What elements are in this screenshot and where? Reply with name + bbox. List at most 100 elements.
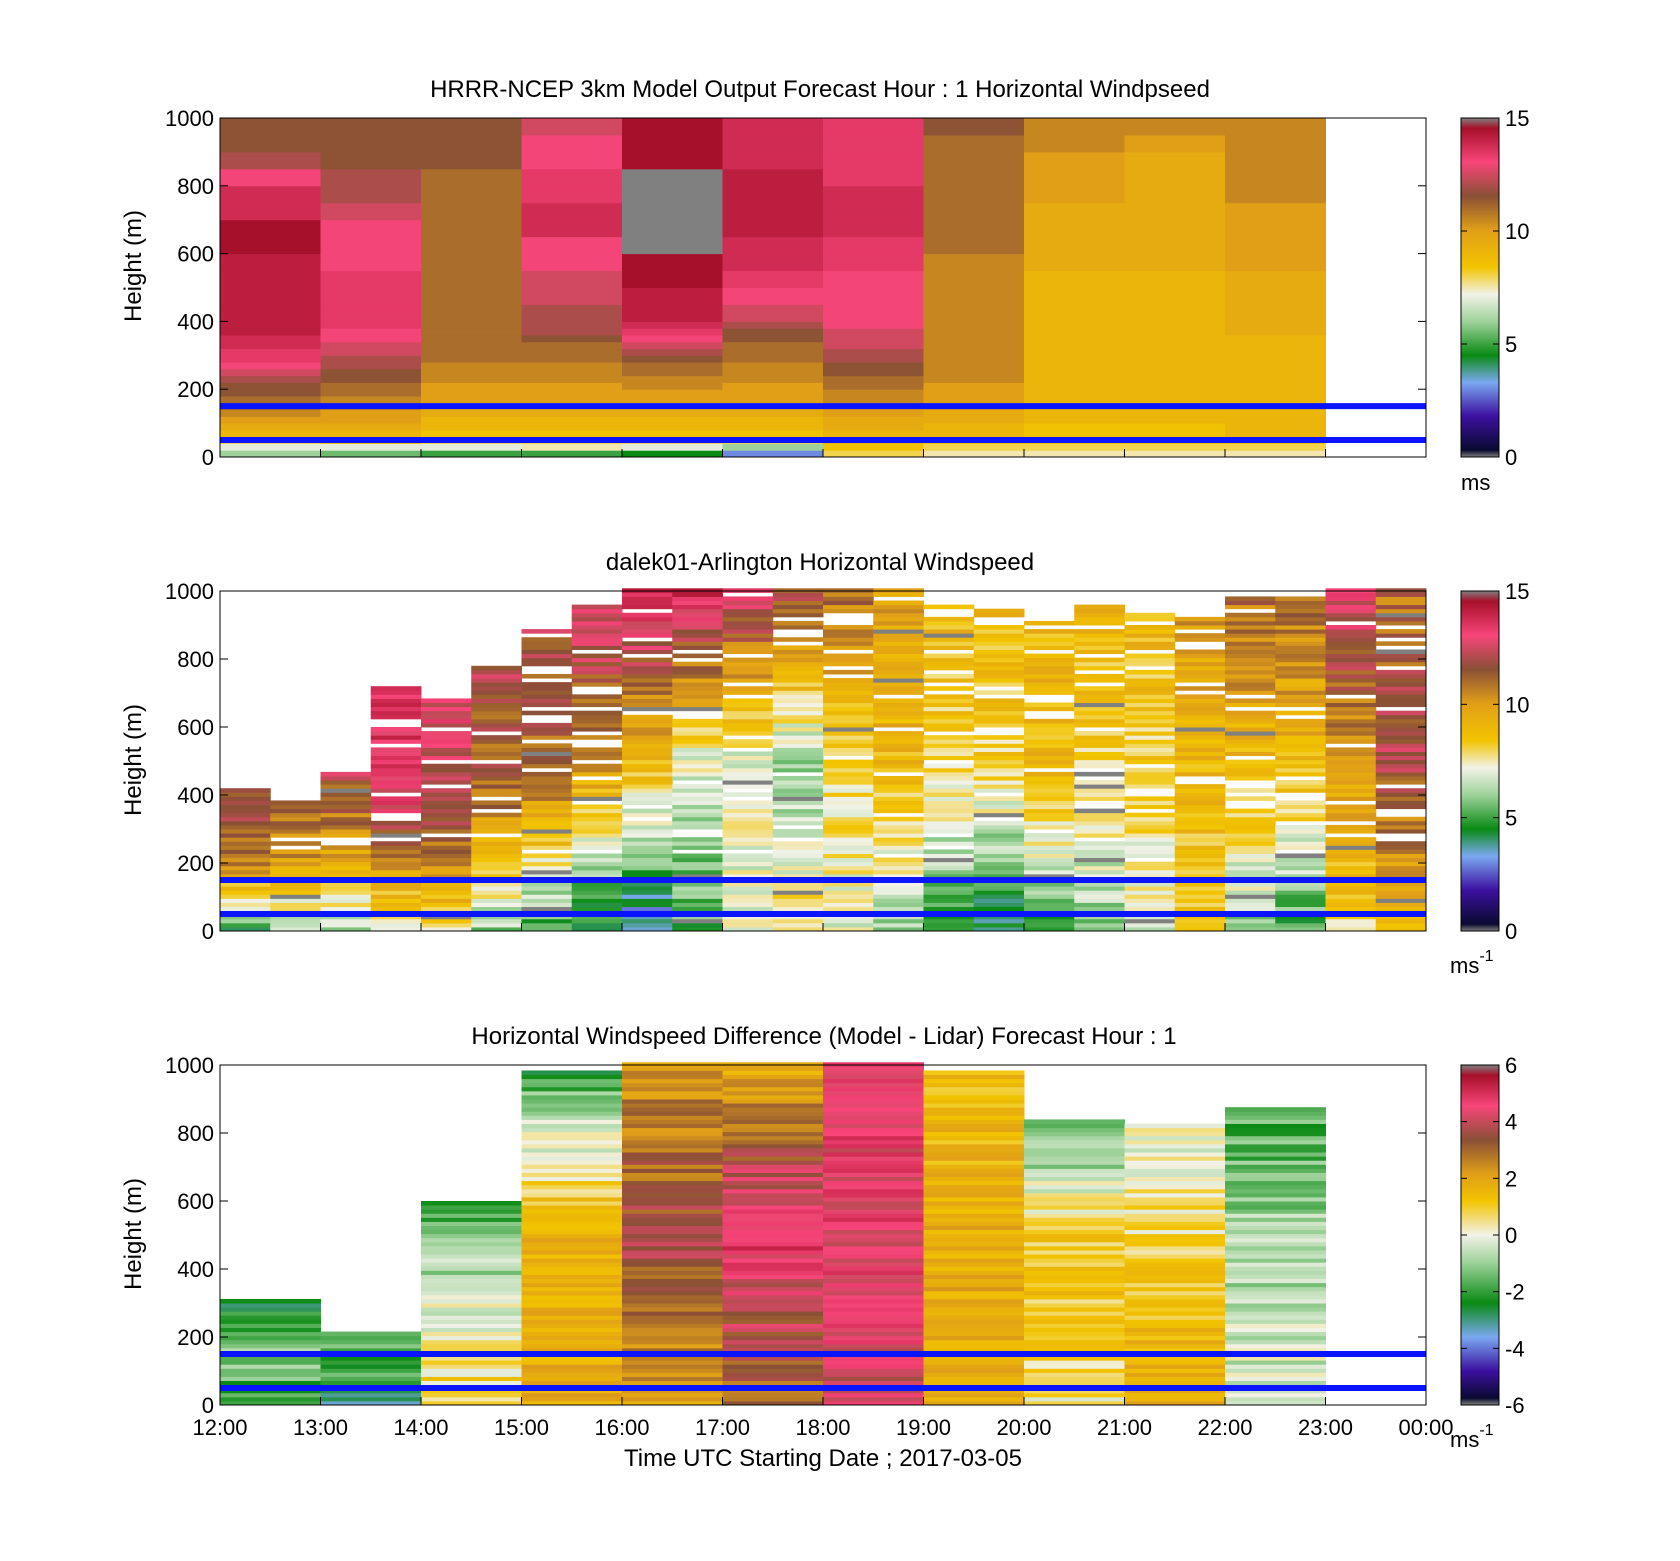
heatmap-cell (823, 763, 874, 769)
heatmap-cell (1325, 837, 1377, 842)
heatmap-cell (1024, 328, 1125, 336)
heatmap-cell (1124, 800, 1176, 806)
heatmap-cell (1024, 1241, 1125, 1247)
heatmap-cell (1225, 841, 1276, 846)
heatmap-cell (1225, 702, 1276, 708)
heatmap-cell (823, 1103, 924, 1108)
heatmap-cell (923, 409, 1025, 417)
heatmap-cell (1074, 608, 1125, 614)
heatmap-cell (220, 1307, 321, 1312)
heatmap-cell (521, 629, 573, 634)
heatmap-cell (722, 334, 824, 343)
heatmap-cell (1225, 1360, 1326, 1365)
heatmap-cell (722, 775, 774, 781)
heatmap-cell (421, 816, 472, 822)
heatmap-cell (370, 853, 422, 859)
heatmap-cell (722, 616, 774, 622)
heatmap-cell (973, 739, 1025, 744)
heatmap-cell (421, 429, 522, 438)
heatmap-cell (1124, 1205, 1226, 1210)
heatmap-cell (521, 894, 573, 899)
heatmap-cell (722, 355, 824, 363)
heatmap-cell (923, 869, 975, 875)
heatmap-cell (973, 853, 1025, 859)
heatmap-cell (1174, 857, 1226, 863)
heatmap-cell (923, 824, 975, 830)
heatmap-cell (823, 1160, 924, 1165)
heatmap-cell (571, 890, 623, 895)
heatmap-cell (1124, 1323, 1226, 1328)
heatmap-cell (1225, 775, 1276, 781)
heatmap-cell (1225, 304, 1326, 322)
heatmap-cell (873, 841, 924, 846)
heatmap-cell (1225, 1201, 1326, 1206)
heatmap-cell (1124, 1180, 1226, 1186)
heatmap-cell (923, 849, 975, 854)
heatmap-cell (873, 616, 924, 622)
heatmap-cell (772, 759, 824, 765)
heatmap-cell (471, 861, 522, 867)
heatmap-cell (1074, 620, 1125, 626)
heatmap-cell (973, 629, 1025, 634)
heatmap-cell (1124, 849, 1176, 854)
heatmap-cell (270, 873, 321, 879)
heatmap-cell (622, 1115, 723, 1120)
heatmap-cell (1124, 1213, 1226, 1218)
heatmap-cell (521, 1180, 623, 1186)
heatmap-cell (923, 784, 975, 789)
heatmap-cell (1124, 1123, 1226, 1129)
heatmap-cell (823, 1319, 924, 1324)
heatmap-cell (622, 1307, 723, 1312)
heatmap-cell (923, 1103, 1025, 1108)
heatmap-cell (521, 1188, 623, 1194)
heatmap-cell (923, 1135, 1025, 1141)
heatmap-cell (521, 1115, 623, 1120)
heatmap-cell (1024, 669, 1075, 675)
heatmap-cell (722, 409, 824, 417)
heatmap-cell (622, 894, 673, 899)
heatmap-cell (421, 1327, 522, 1333)
heatmap-cell (370, 686, 422, 691)
heatmap-cell (471, 788, 522, 793)
heatmap-cell (521, 450, 623, 458)
heatmap-cell (1124, 869, 1176, 875)
heatmap-cell (622, 1103, 723, 1108)
heatmap-cell (722, 633, 774, 638)
heatmap-cell (521, 1135, 623, 1141)
heatmap-cell (471, 780, 522, 785)
heatmap-cell (421, 1356, 522, 1361)
heatmap-cell (1174, 669, 1226, 675)
heatmap-cell (622, 902, 673, 908)
heatmap-cell (823, 1307, 924, 1312)
heatmap-cell (521, 1258, 623, 1263)
heatmap-cell (1225, 698, 1276, 704)
heatmap-cell (270, 800, 321, 806)
heatmap-cell (622, 1392, 723, 1398)
heatmap-cell (370, 690, 422, 695)
heatmap-cell (722, 1168, 824, 1173)
heatmap-cell (1124, 362, 1226, 370)
panel-model-title: HRRR-NCEP 3km Model Output Forecast Hour… (430, 76, 1210, 103)
heatmap-cell (521, 1249, 623, 1255)
heatmap-cell (1325, 608, 1377, 614)
heatmap-cell (521, 1380, 623, 1386)
heatmap-cell (672, 596, 723, 602)
heatmap-cell (973, 812, 1025, 818)
heatmap-cell (823, 1192, 924, 1198)
heatmap-cell (622, 253, 723, 272)
heatmap-cell (1074, 820, 1125, 826)
heatmap-cell (622, 1086, 723, 1092)
heatmap-cell (1074, 841, 1125, 846)
heatmap-cell (521, 722, 573, 728)
colorbar-tick-label: -6 (1505, 1393, 1525, 1418)
heatmap-cell (571, 898, 623, 903)
heatmap-cell (421, 1225, 522, 1231)
heatmap-cell (923, 1266, 1025, 1271)
heatmap-cell (421, 1270, 522, 1275)
heatmap-cell (1124, 1303, 1226, 1308)
heatmap-cell (873, 608, 924, 614)
heatmap-cell (923, 918, 975, 924)
heatmap-cell (1024, 759, 1075, 765)
heatmap-cell (471, 869, 522, 875)
heatmap-cell (320, 865, 372, 871)
